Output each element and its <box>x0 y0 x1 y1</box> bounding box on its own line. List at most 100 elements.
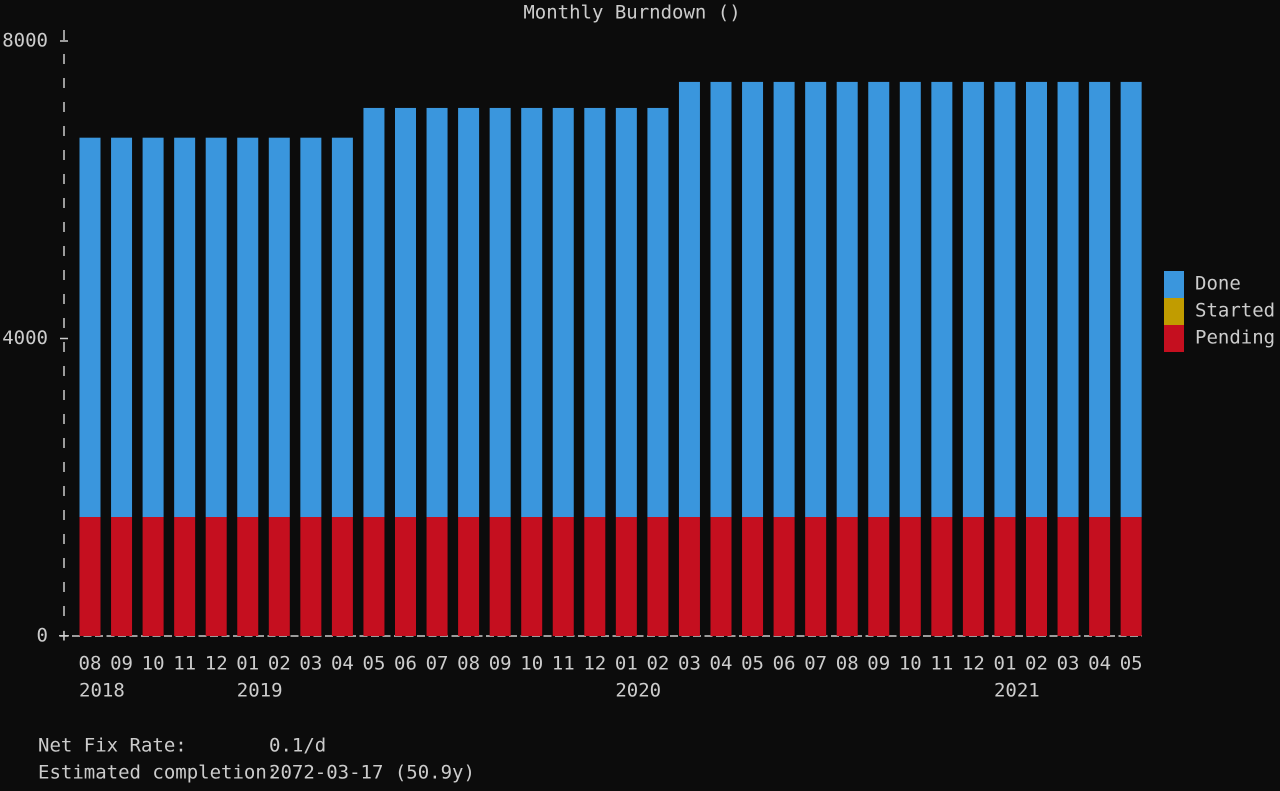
bar-segment <box>1120 517 1142 636</box>
x-tick-label: 04 <box>710 653 733 675</box>
bar-segment <box>994 517 1016 636</box>
bar-segment <box>1026 81 1047 517</box>
x-tick-label: 03 <box>299 653 322 675</box>
bar-segment <box>237 137 259 517</box>
bar-segment <box>300 137 322 517</box>
bar-segment <box>426 107 448 517</box>
footer-value: 0.1/d <box>269 735 326 757</box>
bar-segment <box>142 517 164 636</box>
x-tick-label: 01 <box>615 653 638 675</box>
bar-segment <box>931 517 953 636</box>
bar-segment <box>710 81 732 517</box>
x-tick-label: 11 <box>173 653 196 675</box>
bar-segment <box>805 517 827 636</box>
bar-segment <box>584 517 606 636</box>
x-tick-label: 12 <box>962 653 985 675</box>
x-year-label: 2020 <box>615 680 661 702</box>
x-tick-label: 09 <box>110 653 133 675</box>
bar-segment <box>647 107 669 517</box>
chart-title: Monthly Burndown () <box>523 2 740 24</box>
x-tick-label: 02 <box>268 653 291 675</box>
bar-segment <box>647 517 669 636</box>
bar-segment <box>962 517 984 636</box>
legend-swatch <box>1164 298 1184 325</box>
bar-segment <box>331 517 353 636</box>
bar-segment <box>678 81 700 517</box>
bar-segment <box>395 107 416 517</box>
bar-segment <box>710 517 732 636</box>
bar-segment <box>1057 517 1079 636</box>
x-tick-label: 02 <box>1025 653 1048 675</box>
x-tick-label: 09 <box>867 653 890 675</box>
bar-segment <box>742 517 764 636</box>
bar-segment <box>742 81 764 517</box>
legend-label: Started <box>1195 300 1275 322</box>
bar-segment <box>899 81 921 517</box>
bar-segment <box>205 517 227 636</box>
bar-segment <box>395 517 416 636</box>
x-tick-label: 05 <box>741 653 764 675</box>
legend-swatch <box>1164 271 1184 298</box>
x-tick-label: 08 <box>457 653 480 675</box>
x-tick-label: 06 <box>394 653 417 675</box>
legend-label: Pending <box>1195 327 1275 349</box>
bar-segment <box>174 517 196 636</box>
bar-segment <box>111 137 133 517</box>
bar-segment <box>773 81 795 517</box>
bar-segment <box>868 81 890 517</box>
x-tick-label: 08 <box>836 653 859 675</box>
bar-segment <box>268 517 290 636</box>
bar-segment <box>1057 81 1079 517</box>
bar-segment <box>1120 81 1142 517</box>
x-year-label: 2018 <box>79 680 125 702</box>
bar-segment <box>615 107 637 517</box>
x-tick-label: 03 <box>678 653 701 675</box>
legend-swatch <box>1164 325 1184 352</box>
bar-segment <box>426 517 448 636</box>
bar-segment <box>1089 81 1111 517</box>
bar-segment <box>268 137 290 517</box>
bar-segment <box>678 517 700 636</box>
bar-segment <box>458 517 480 636</box>
x-tick-label: 09 <box>489 653 512 675</box>
x-tick-label: 10 <box>899 653 922 675</box>
bar-segment <box>805 81 827 517</box>
y-tick-label: 0 <box>37 625 48 647</box>
bar-segment <box>836 81 858 517</box>
bar-segment <box>363 107 385 517</box>
bar-segment <box>521 517 543 636</box>
x-tick-label: 10 <box>520 653 543 675</box>
bar-segment <box>458 107 480 517</box>
bar-segment <box>205 137 227 517</box>
x-year-label: 2021 <box>994 680 1040 702</box>
footer-value: 2072-03-17 (50.9y) <box>269 762 475 784</box>
bar-segment <box>836 517 858 636</box>
y-tick-label: 8000 <box>2 30 48 52</box>
footer-label: Estimated completion: <box>38 762 278 784</box>
x-tick-label: 12 <box>583 653 606 675</box>
bar-segment <box>331 137 353 517</box>
x-tick-label: 05 <box>363 653 386 675</box>
bar-segment <box>300 517 322 636</box>
bar-segment <box>931 81 953 517</box>
bar-segment <box>584 107 606 517</box>
bar-segment <box>1026 517 1047 636</box>
x-tick-label: 05 <box>1120 653 1143 675</box>
x-tick-label: 07 <box>426 653 449 675</box>
x-tick-label: 02 <box>646 653 669 675</box>
bar-segment <box>773 517 795 636</box>
bar-segment <box>962 81 984 517</box>
legend-label: Done <box>1195 273 1241 295</box>
x-tick-label: 11 <box>552 653 575 675</box>
bar-segment <box>489 107 511 517</box>
bar-segment <box>994 81 1016 517</box>
bar-segment <box>552 107 574 517</box>
footer-label: Net Fix Rate: <box>38 735 187 757</box>
bar-segment <box>552 517 574 636</box>
bar-segment <box>142 137 164 517</box>
bar-segment <box>615 517 637 636</box>
x-tick-label: 08 <box>79 653 102 675</box>
bar-segment <box>489 517 511 636</box>
